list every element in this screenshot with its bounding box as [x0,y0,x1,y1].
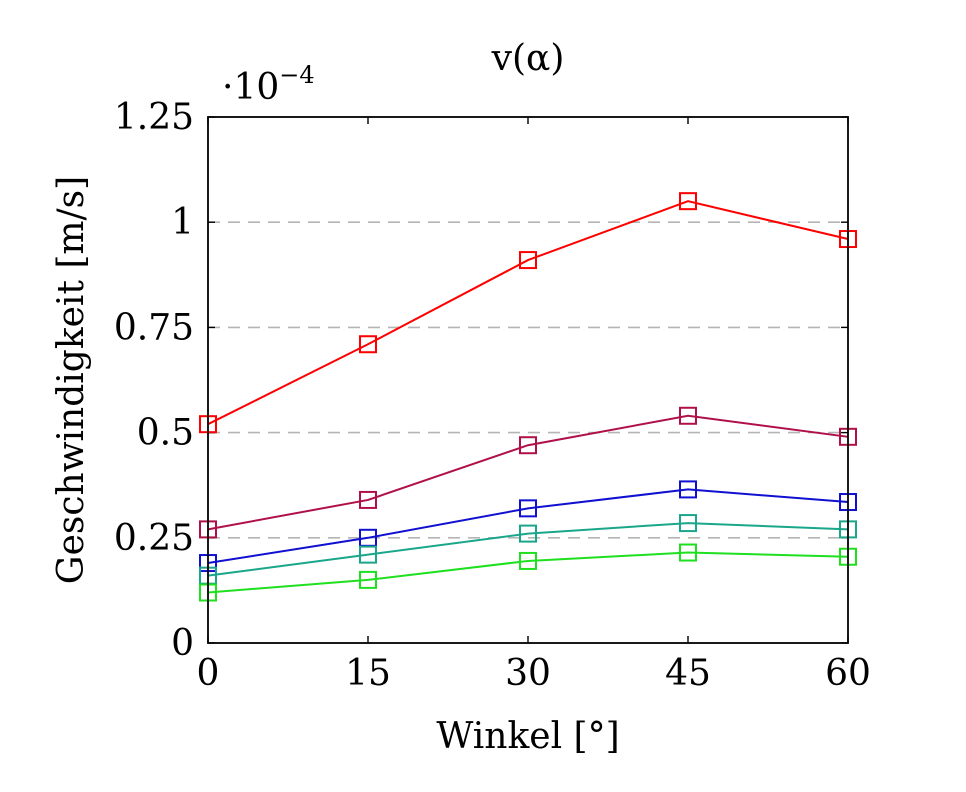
data-point-marker [679,514,697,533]
x-tick-label: 0 [197,653,220,694]
series-group [199,192,857,602]
data-point-marker [519,251,537,270]
series-line [207,414,849,531]
series-line [207,522,849,577]
y-tick-label: 0.75 [114,307,194,348]
y-scale-base: ·10 [222,67,279,108]
series-5 [199,543,857,602]
data-point-marker [359,335,377,354]
data-point-marker [359,490,377,509]
chart-title: v(α) [491,38,565,79]
data-point-marker [519,524,537,543]
x-tick-label: 30 [505,653,551,694]
series-line [207,551,849,594]
series-line [207,200,849,426]
plot-frame [207,116,849,644]
x-tick-label: 45 [665,653,711,694]
y-tick-label: 0.25 [114,518,194,559]
tick-marks [207,116,849,644]
y-tick-label: 0 [171,623,194,664]
data-point-marker [519,436,537,455]
y-tick-label: 1 [171,202,194,243]
x-tick-label: 60 [825,653,871,694]
data-point-marker [679,480,697,499]
y-scale-exponent: −4 [279,61,314,89]
series-line [207,488,849,565]
y-scale-factor: ·10−4 [222,61,315,108]
data-point-marker [679,543,697,562]
x-tick-label: 15 [345,653,391,694]
tick-labels: 0 0.25 0.5 0.75 1 1.25 0 15 30 45 60 [114,97,871,694]
y-tick-label: 0.5 [137,413,194,454]
data-point-marker [359,570,377,589]
data-point-marker [359,545,377,564]
series-1 [199,192,857,434]
x-axis-label: Winkel [°] [436,716,619,757]
y-tick-label: 1.25 [114,97,194,138]
data-point-marker [519,499,537,518]
y-axis-label: Geschwindigkeit [m/s] [51,176,92,584]
grid-lines [208,221,848,539]
series-2 [199,406,857,539]
data-point-marker [679,192,697,211]
data-point-marker [519,551,537,570]
data-point-marker [679,406,697,425]
